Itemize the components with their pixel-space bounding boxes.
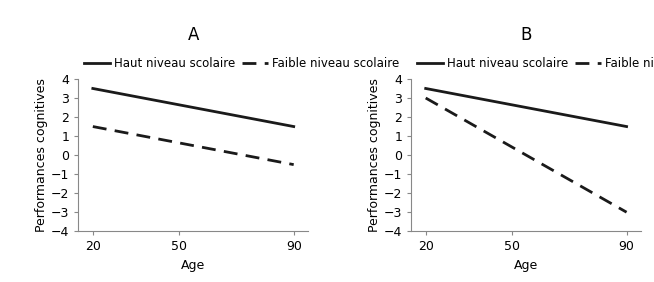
Legend: Haut niveau scolaire, Faible niveau scolaire: Haut niveau scolaire, Faible niveau scol… <box>84 57 399 70</box>
Title: B: B <box>521 26 532 44</box>
X-axis label: Age: Age <box>514 259 538 272</box>
Legend: Haut niveau scolaire, Faible niveau scolaire: Haut niveau scolaire, Faible niveau scol… <box>417 57 654 70</box>
Title: A: A <box>188 26 199 44</box>
Y-axis label: Performances cognitives: Performances cognitives <box>368 78 381 232</box>
Y-axis label: Performances cognitives: Performances cognitives <box>35 78 48 232</box>
X-axis label: Age: Age <box>181 259 205 272</box>
